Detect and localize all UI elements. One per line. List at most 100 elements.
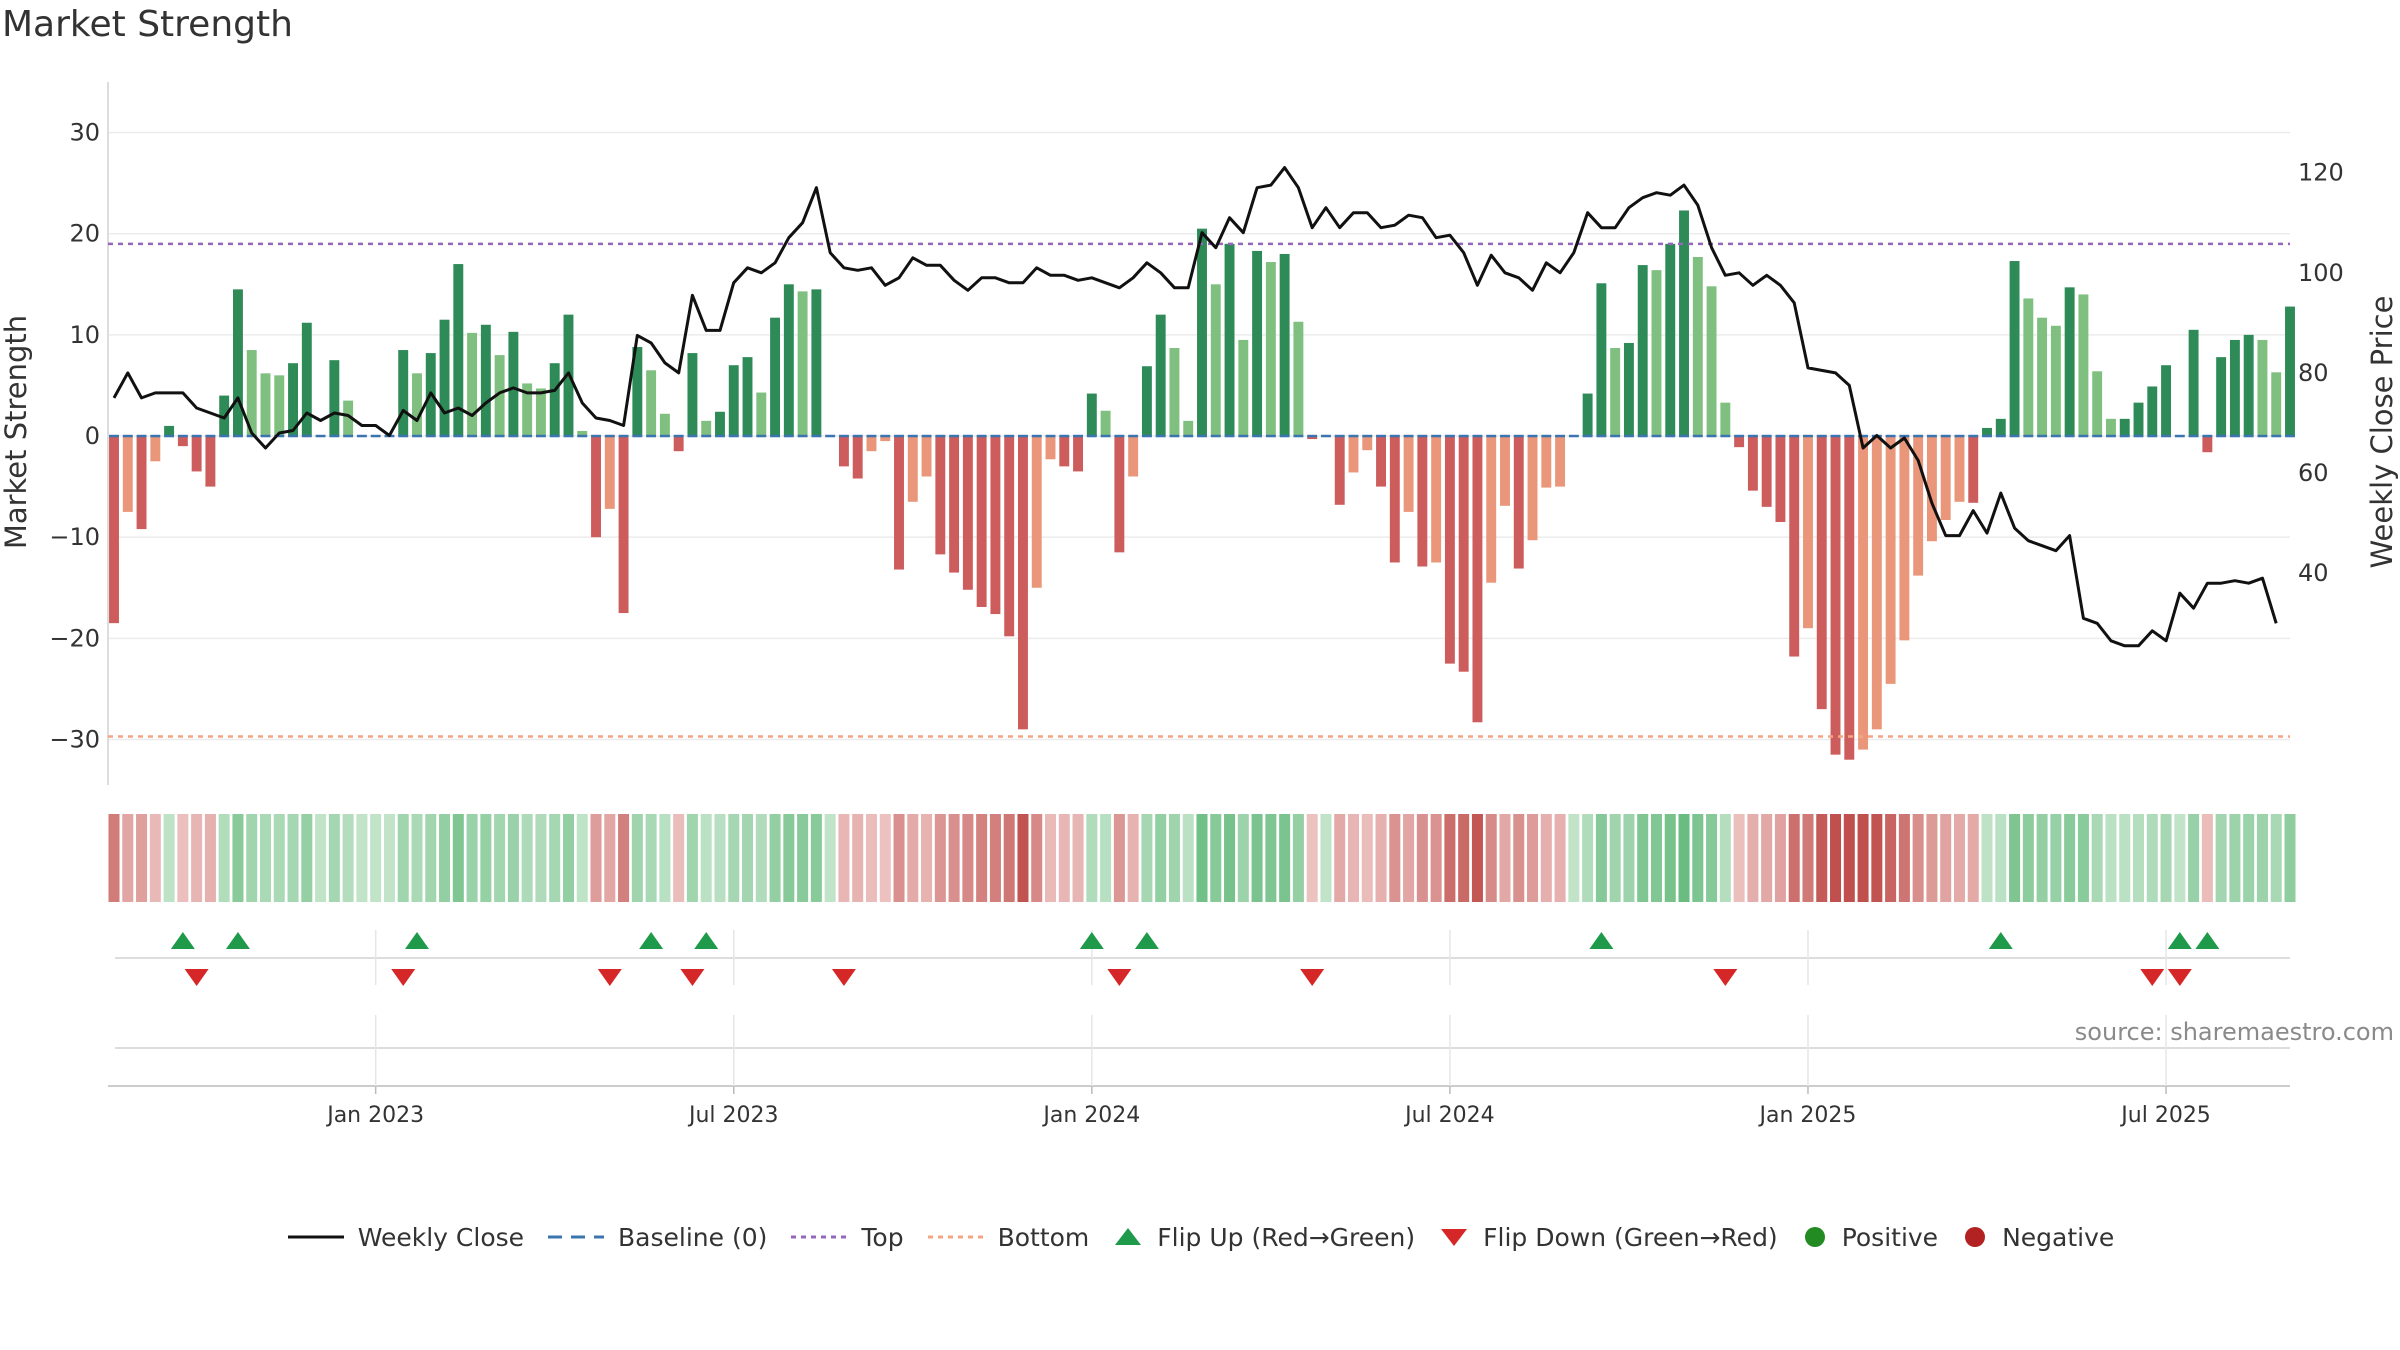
strip-cell bbox=[1582, 814, 1594, 902]
legend-flip-up: Flip Up (Red→Green) bbox=[1111, 1223, 1415, 1252]
strip-cell bbox=[2105, 814, 2117, 902]
strip-cell bbox=[2077, 814, 2089, 902]
strength-bar bbox=[1444, 436, 1455, 664]
strip-cell bbox=[1251, 814, 1263, 902]
strip-cell bbox=[645, 814, 657, 902]
legend-label: Flip Down (Green→Red) bbox=[1483, 1222, 1778, 1252]
strip-cell bbox=[810, 814, 822, 902]
strength-bar bbox=[632, 347, 643, 437]
strength-bar bbox=[1968, 436, 1979, 503]
flip-up-marker bbox=[639, 932, 664, 949]
legend-label: Weekly Close bbox=[357, 1222, 525, 1252]
strip-cell bbox=[342, 814, 354, 902]
strip-cell bbox=[466, 814, 478, 902]
strength-bar bbox=[522, 383, 533, 437]
strip-cell bbox=[1306, 814, 1318, 902]
strength-bar bbox=[1293, 321, 1304, 437]
strip-cell bbox=[2064, 814, 2076, 902]
strength-bar bbox=[1706, 286, 1717, 437]
strength-bar bbox=[1844, 436, 1855, 760]
strip-cell bbox=[122, 814, 134, 902]
strip-cell bbox=[1637, 814, 1649, 902]
strip-cell bbox=[521, 814, 533, 902]
strip-cell bbox=[1072, 814, 1084, 902]
y-tick-label: −20 bbox=[49, 624, 100, 652]
strength-bar bbox=[1307, 436, 1318, 440]
strength-bar bbox=[1100, 410, 1111, 437]
strength-bar bbox=[301, 322, 312, 437]
strip-cell bbox=[2132, 814, 2145, 902]
strength-bar bbox=[1238, 339, 1249, 437]
flip-down-marker bbox=[2167, 969, 2192, 986]
strip-cell bbox=[1623, 814, 1635, 902]
strip-cell bbox=[1430, 814, 1442, 902]
strength-bar bbox=[1004, 436, 1015, 637]
strip-cell bbox=[273, 814, 285, 902]
strength-bar bbox=[1816, 436, 1827, 710]
strip-cell bbox=[852, 814, 864, 902]
y2-tick-label: 100 bbox=[2298, 259, 2344, 287]
strength-bar bbox=[2023, 298, 2034, 437]
strength-bar bbox=[1045, 436, 1056, 460]
legend-baseline: Baseline (0) bbox=[546, 1223, 767, 1252]
strip-cell bbox=[921, 814, 933, 902]
strength-bar bbox=[2188, 329, 2199, 437]
y2-tick-label: 120 bbox=[2298, 159, 2344, 187]
strength-bar bbox=[1734, 436, 1745, 448]
strip-cell bbox=[1058, 814, 1070, 902]
strip-cell bbox=[1499, 814, 1511, 902]
legend-label: Top bbox=[861, 1222, 904, 1252]
strip-cell bbox=[494, 814, 506, 902]
strength-bar bbox=[673, 436, 684, 452]
strip-cell bbox=[2256, 814, 2268, 902]
strength-bar bbox=[1169, 348, 1180, 437]
flip-up-marker bbox=[1988, 932, 2013, 949]
strength-bar bbox=[1692, 256, 1703, 437]
strength-bar bbox=[1679, 210, 1689, 437]
strip-cell bbox=[1513, 814, 1525, 902]
strength-bar bbox=[2285, 306, 2295, 437]
strip-cell bbox=[755, 814, 767, 902]
strip-cell bbox=[1774, 814, 1786, 902]
strip-cell bbox=[191, 814, 203, 902]
strength-bar bbox=[1362, 436, 1373, 451]
legend: Weekly Close Baseline (0) Top Bottom Fli… bbox=[0, 1212, 2400, 1262]
strength-bar bbox=[1403, 436, 1414, 512]
strength-bar bbox=[1940, 436, 1951, 520]
strength-bar bbox=[2050, 325, 2061, 437]
green-dot-icon bbox=[1804, 1227, 1825, 1247]
strength-bar bbox=[1073, 436, 1084, 472]
legend-top: Top bbox=[789, 1222, 904, 1252]
strength-bar bbox=[907, 436, 918, 502]
strip-cell bbox=[1141, 814, 1153, 902]
y2-tick-label: 40 bbox=[2298, 559, 2329, 587]
x-tick-label: Jan 2024 bbox=[1041, 1103, 1140, 1128]
y2-tick-label: 60 bbox=[2298, 459, 2329, 487]
strength-bar bbox=[894, 436, 904, 570]
flip-down-marker bbox=[831, 969, 856, 986]
triangle-down-icon bbox=[1441, 1229, 1468, 1246]
strength-color-strip bbox=[108, 814, 2296, 902]
strength-bar bbox=[701, 420, 712, 437]
strip-cell bbox=[1458, 814, 1470, 902]
strength-bar bbox=[1252, 250, 1263, 437]
strip-cell bbox=[1788, 814, 1800, 902]
strength-bar bbox=[852, 436, 863, 479]
strip-cell bbox=[1967, 814, 1979, 902]
flip-up-marker bbox=[404, 932, 429, 949]
strength-bar bbox=[122, 436, 133, 512]
strength-bar bbox=[1155, 314, 1166, 437]
strength-bar bbox=[2147, 386, 2158, 437]
strength-bar bbox=[1472, 436, 1483, 723]
strength-bars bbox=[109, 210, 2295, 760]
strip-cell bbox=[1733, 814, 1745, 902]
strength-bar bbox=[1018, 436, 1028, 730]
strip-cell bbox=[976, 814, 988, 902]
strength-bar bbox=[880, 436, 891, 442]
strength-bar bbox=[1417, 436, 1428, 567]
strip-cell bbox=[879, 814, 891, 902]
strip-cell bbox=[1885, 814, 1897, 902]
strip-cell bbox=[411, 814, 423, 902]
strip-cell bbox=[1182, 814, 1194, 902]
strip-cell bbox=[2160, 814, 2172, 902]
